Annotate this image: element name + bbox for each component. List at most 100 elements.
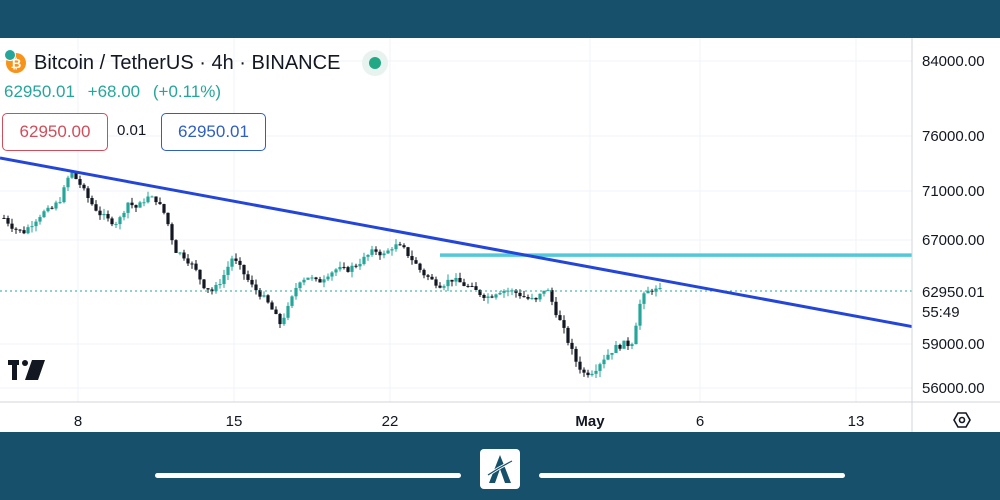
candle-body	[586, 372, 590, 376]
candle-body	[378, 251, 382, 256]
candle-body	[102, 213, 106, 216]
price-tick-label: 71000.00	[922, 183, 985, 200]
candle-body	[410, 256, 414, 261]
candle-body	[234, 258, 238, 261]
candle-body	[90, 198, 94, 205]
brand-a-logo-icon	[480, 449, 520, 489]
candle-body	[270, 302, 274, 310]
candle-body	[86, 188, 90, 199]
footer-line-left	[155, 473, 461, 478]
candle-body	[386, 250, 390, 254]
candle-body	[450, 279, 454, 282]
candle-body	[498, 292, 502, 295]
candle-body	[146, 196, 150, 203]
candle-body	[598, 364, 602, 371]
candle-body	[218, 284, 222, 286]
spread-value: 0.01	[117, 122, 147, 139]
candle-body	[426, 275, 430, 277]
candle-body	[166, 212, 170, 225]
candle-body	[466, 285, 470, 287]
candle-body	[354, 265, 358, 267]
candle-body	[22, 230, 26, 234]
candle-body	[98, 210, 102, 216]
candle-body	[318, 279, 322, 283]
candle-body	[298, 282, 302, 289]
price-chart[interactable]: 84000.00 76000.00 71000.00 67000.00 59000.00…	[0, 38, 1000, 432]
candle-body	[70, 172, 74, 178]
candle-body	[582, 369, 586, 373]
candle-body	[654, 288, 658, 292]
candle-body	[258, 290, 262, 297]
candle-body	[422, 269, 426, 276]
candle-body	[278, 313, 282, 325]
candle-body	[658, 288, 662, 290]
candle-body	[330, 272, 334, 277]
candle-body	[554, 301, 558, 316]
candle-body	[230, 258, 234, 267]
grid	[0, 38, 912, 402]
candle-body	[150, 196, 154, 198]
candle-body	[482, 294, 486, 298]
candle-body	[530, 297, 534, 299]
price-tick-label: 67000.00	[922, 232, 985, 249]
candle-body	[34, 221, 38, 227]
candle-body	[182, 252, 186, 259]
candle-body	[590, 373, 594, 376]
time-tick-label: 13	[848, 413, 865, 430]
price-change-percent: (+0.11%)	[152, 82, 222, 101]
candle-body	[642, 293, 646, 304]
chart-panel	[0, 38, 1000, 432]
candle-body	[174, 240, 178, 253]
descending-trendline[interactable]	[0, 156, 913, 329]
candle-body	[574, 348, 578, 362]
price-scale[interactable]: 84000.00 76000.00 71000.00 67000.00 59000.00…	[922, 53, 985, 397]
candle-body	[594, 370, 598, 374]
candle-body	[578, 361, 582, 370]
candle-body	[618, 344, 622, 349]
candle-body	[110, 218, 114, 225]
candle-body	[414, 260, 418, 264]
candle-body	[622, 340, 626, 349]
candle-body	[106, 213, 110, 219]
candle-body	[602, 359, 606, 365]
candle-body	[362, 256, 366, 264]
candle-body	[114, 224, 118, 226]
price-change: +68.00	[87, 82, 141, 101]
symbol-header: ₿ Bitcoin / TetherUS · 4h · BINANCE	[4, 49, 389, 76]
sell-button[interactable]: 62950.00	[2, 113, 108, 151]
time-tick-label: 8	[74, 413, 82, 430]
candle-body	[434, 279, 438, 286]
candle-body	[334, 269, 338, 273]
settings-hexagon-icon[interactable]	[953, 412, 971, 428]
candle-body	[462, 282, 466, 286]
candle-body	[198, 269, 202, 280]
time-scale[interactable]: 8 15 22 May 6 13	[74, 413, 865, 430]
market-status-dot-icon[interactable]	[362, 50, 389, 76]
buy-button[interactable]: 62950.01	[161, 113, 266, 151]
candle-body	[42, 211, 46, 218]
candle-body	[6, 218, 10, 224]
candle-body	[358, 263, 362, 267]
price-tick-label: 56000.00	[922, 380, 985, 397]
candle-body	[94, 204, 98, 211]
price-tick-label: 76000.00	[922, 128, 985, 145]
candle-body	[190, 263, 194, 265]
candle-body	[130, 202, 134, 206]
candle-body	[46, 207, 50, 212]
candle-body	[226, 266, 230, 275]
drawings	[0, 156, 913, 329]
candle-body	[478, 289, 482, 295]
candle-body	[246, 274, 250, 280]
candle-body	[58, 202, 62, 204]
price-tick-label: 59000.00	[922, 336, 985, 353]
candle-body	[402, 245, 406, 248]
candle-body	[306, 277, 310, 280]
symbol-title[interactable]: Bitcoin / TetherUS · 4h · BINANCE	[34, 51, 341, 74]
candle-body	[26, 227, 30, 234]
price-change-line: 62950.01 +68.00 (+0.11%)	[4, 82, 221, 102]
candle-body	[282, 317, 286, 325]
candle-body	[142, 202, 146, 204]
candle-body	[570, 342, 574, 349]
candle-body	[370, 249, 374, 255]
candle-body	[614, 344, 618, 353]
